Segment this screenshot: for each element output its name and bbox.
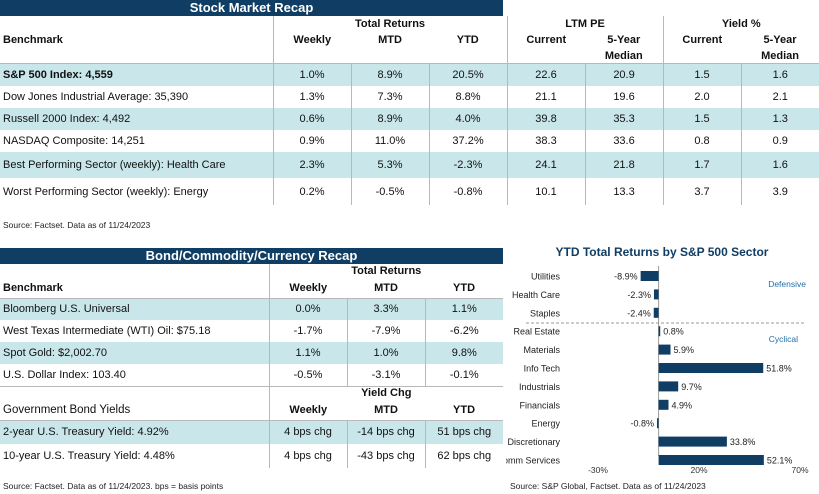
col-pe-median: Median (604, 49, 643, 62)
bond-col-weekly: Weekly (268, 278, 347, 298)
bond-total-returns-header: Total Returns (268, 264, 504, 278)
category-label: Industrials (519, 382, 561, 392)
bond-col-mtd: MTD (374, 281, 398, 294)
bar (658, 363, 764, 373)
table-row: Best Performing Sector (weekly): Health … (0, 152, 819, 178)
col-mtd: MTD (378, 34, 402, 46)
bond-col-ytd: YTD (453, 281, 476, 294)
table-row: Spot Gold: $2,002.70 1.1% 1.0% 9.8% (0, 342, 504, 364)
category-label: Discretionary (507, 437, 560, 447)
bar (658, 344, 671, 355)
group-label-cyclical: Cyclical (769, 334, 798, 344)
bar (656, 418, 659, 429)
table-row: NASDAQ Composite: 14,251 0.9% 11.0% 37.2… (0, 130, 819, 152)
bond-recap-title: Bond/Commodity/Currency Recap (0, 248, 503, 264)
sector-returns-chart: YTD Total Returns by S&P 500 Sector Defen… (506, 245, 809, 491)
gov-col-weekly: Weekly (268, 400, 347, 420)
chart-source-note: Source: S&P Global, Factset. Data as of … (510, 481, 706, 491)
table-row: 2-year U.S. Treasury Yield: 4.92% 4 bps … (0, 419, 504, 444)
group-label-defensive: Defensive (768, 279, 806, 289)
table-row: Bloomberg U.S. Universal 0.0% 3.3% 1.1% (0, 297, 504, 320)
table-row: Dow Jones Industrial Average: 35,390 1.3… (0, 86, 819, 108)
stock-recap-title: Stock Market Recap (0, 0, 503, 16)
col-yield-current: Current (662, 31, 742, 49)
bond-source-note: Source: Factset. Data as of 11/24/2023. … (3, 481, 224, 491)
category-label: Materials (523, 345, 560, 355)
table-row: U.S. Dollar Index: 103.40 -0.5% -3.1% -0… (0, 364, 504, 386)
value-label: -2.4% (627, 308, 651, 318)
yield-header: Yield % (662, 16, 819, 31)
benchmark-header: Benchmark (3, 34, 63, 46)
ltm-pe-header: LTM PE (506, 16, 664, 31)
category-label: Utilities (531, 272, 561, 282)
bar (658, 455, 764, 465)
col-ytd: YTD (456, 34, 479, 46)
bond-benchmark-header: Benchmark (3, 281, 63, 294)
value-label: 9.7% (681, 382, 702, 392)
value-label: 4.9% (671, 400, 692, 410)
col-pe-5yr: 5-Year (607, 34, 641, 46)
table-row: Russell 2000 Index: 4,492 0.6% 8.9% 4.0%… (0, 108, 819, 130)
value-label: -0.8% (630, 419, 654, 429)
bar (653, 307, 659, 318)
total-returns-header: Total Returns (272, 16, 508, 31)
chart-title: YTD Total Returns by S&P 500 Sector (556, 245, 769, 259)
category-label: Financials (519, 400, 560, 410)
col-yield-5yr: 5-Year (763, 34, 797, 46)
value-label: 52.1% (767, 456, 793, 466)
value-label: -2.3% (627, 290, 651, 300)
bond-recap-table: Total Returns Benchmark Weekly MTD YTD B… (0, 264, 504, 468)
value-label: 51.8% (766, 364, 792, 374)
value-label: 0.8% (663, 327, 684, 337)
value-label: 5.9% (674, 345, 695, 355)
yield-chg-header: Yield Chg (268, 385, 504, 400)
gov-bond-yields-header: Government Bond Yields (3, 403, 131, 416)
bar (658, 436, 727, 447)
bar (658, 399, 669, 410)
bar (640, 271, 659, 281)
category-label: Staples (530, 308, 561, 318)
category-label: Info Tech (524, 364, 560, 374)
col-weekly: Weekly (272, 31, 351, 49)
x-tick-label: -30% (588, 465, 608, 475)
value-label: 33.8% (730, 437, 756, 447)
stock-source-note: Source: Factset. Data as of 11/24/2023 (3, 220, 151, 230)
table-row: 10-year U.S. Treasury Yield: 4.48% 4 bps… (0, 444, 504, 468)
x-tick-label: 20% (690, 465, 707, 475)
gov-col-mtd: MTD (374, 403, 398, 416)
category-label: Health Care (512, 290, 560, 300)
category-label: Energy (531, 419, 560, 429)
stock-recap-table: Total Returns LTM PE Yield % Benchmark W… (0, 16, 819, 205)
col-yield-median: Median (761, 49, 799, 62)
bar (653, 289, 659, 300)
col-pe-current: Current (506, 31, 586, 49)
category-label: Real Estate (513, 327, 560, 337)
value-label: -8.9% (614, 272, 638, 282)
table-row: Worst Performing Sector (weekly): Energy… (0, 178, 819, 205)
bar (658, 326, 661, 337)
category-label: Comm Services (506, 456, 560, 466)
gov-col-ytd: YTD (453, 403, 476, 416)
table-row: S&P 500 Index: 4,559 1.0% 8.9% 20.5% 22.… (0, 62, 819, 86)
table-row: West Texas Intermediate (WTI) Oil: $75.1… (0, 320, 504, 342)
x-tick-label: 70% (791, 465, 808, 475)
bar (658, 381, 679, 392)
